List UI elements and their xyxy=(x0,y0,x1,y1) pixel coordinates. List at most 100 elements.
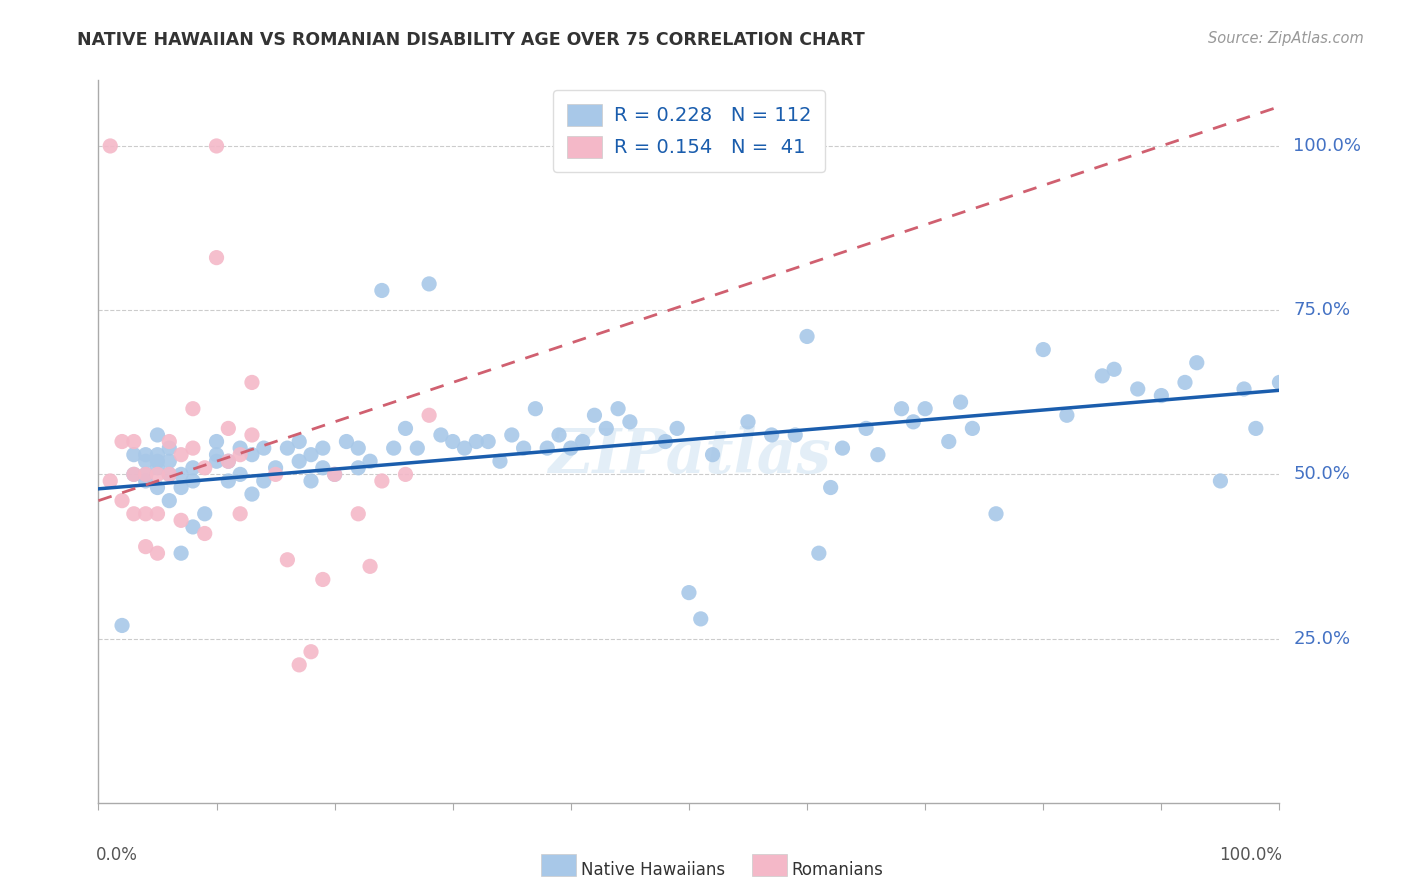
Point xyxy=(536,441,558,455)
Point xyxy=(583,409,606,423)
Point xyxy=(146,507,169,521)
Point xyxy=(949,395,972,409)
Point xyxy=(359,559,381,574)
Point xyxy=(619,415,641,429)
Point xyxy=(394,421,416,435)
Text: 0.0%: 0.0% xyxy=(96,847,138,864)
Point xyxy=(394,467,416,482)
Point xyxy=(1209,474,1232,488)
Point xyxy=(785,428,807,442)
Point xyxy=(962,421,984,435)
Point xyxy=(820,481,842,495)
Point xyxy=(194,460,217,475)
Point xyxy=(938,434,960,449)
Point xyxy=(146,448,169,462)
Point xyxy=(347,460,370,475)
Point xyxy=(1091,368,1114,383)
Point xyxy=(194,507,217,521)
Point xyxy=(181,441,204,455)
Point xyxy=(807,546,830,560)
Point xyxy=(157,441,180,455)
Point xyxy=(146,481,169,495)
Point xyxy=(666,421,689,435)
Point xyxy=(359,454,381,468)
Point xyxy=(288,657,311,672)
Point xyxy=(135,467,157,482)
Point xyxy=(157,467,180,482)
Point xyxy=(1032,343,1054,357)
Point xyxy=(122,467,145,482)
Point xyxy=(181,520,204,534)
Point xyxy=(170,467,193,482)
Text: 50.0%: 50.0% xyxy=(1294,466,1350,483)
Point xyxy=(205,448,228,462)
Text: 75.0%: 75.0% xyxy=(1294,301,1351,319)
Text: Native Hawaiians: Native Hawaiians xyxy=(581,861,725,879)
Point xyxy=(170,448,193,462)
Point xyxy=(1102,362,1125,376)
Point xyxy=(229,467,252,482)
Point xyxy=(371,284,394,298)
Point xyxy=(122,467,145,482)
Point xyxy=(135,448,157,462)
Text: Romanians: Romanians xyxy=(792,861,883,879)
Point xyxy=(205,454,228,468)
Point xyxy=(796,329,818,343)
Point xyxy=(111,493,134,508)
Point xyxy=(135,540,157,554)
Point xyxy=(1233,382,1256,396)
Point xyxy=(181,401,204,416)
Point xyxy=(170,546,193,560)
Point xyxy=(430,428,453,442)
Point xyxy=(1150,388,1173,402)
Point xyxy=(678,585,700,599)
Point xyxy=(205,434,228,449)
Point xyxy=(418,409,440,423)
Point xyxy=(347,441,370,455)
Point xyxy=(560,441,582,455)
Point xyxy=(1185,356,1208,370)
Point xyxy=(299,474,322,488)
Point xyxy=(866,448,889,462)
Point xyxy=(122,434,145,449)
Text: ZIPatlas: ZIPatlas xyxy=(547,426,831,486)
Point xyxy=(453,441,475,455)
Point xyxy=(276,553,298,567)
Point xyxy=(702,448,724,462)
Point xyxy=(240,376,263,390)
Point xyxy=(253,474,276,488)
Text: 25.0%: 25.0% xyxy=(1294,630,1351,648)
Point xyxy=(890,401,912,416)
Point xyxy=(595,421,617,435)
Point xyxy=(170,513,193,527)
Point xyxy=(194,526,217,541)
Point xyxy=(288,434,311,449)
Point xyxy=(229,441,252,455)
Point xyxy=(312,441,335,455)
Point xyxy=(312,573,335,587)
Point xyxy=(914,401,936,416)
Point xyxy=(135,507,157,521)
Point xyxy=(689,612,711,626)
Point xyxy=(312,460,335,475)
Text: Source: ZipAtlas.com: Source: ZipAtlas.com xyxy=(1208,31,1364,46)
Point xyxy=(855,421,877,435)
Point xyxy=(418,277,440,291)
Point xyxy=(524,401,547,416)
Point xyxy=(240,487,263,501)
Text: 100.0%: 100.0% xyxy=(1294,137,1361,155)
Point xyxy=(98,474,121,488)
Point xyxy=(1126,382,1149,396)
Point xyxy=(571,434,593,449)
Point xyxy=(205,139,228,153)
Point xyxy=(229,448,252,462)
Point xyxy=(146,460,169,475)
Point xyxy=(181,460,204,475)
Legend: R = 0.228   N = 112, R = 0.154   N =  41: R = 0.228 N = 112, R = 0.154 N = 41 xyxy=(553,90,825,172)
Point xyxy=(229,507,252,521)
Text: 100.0%: 100.0% xyxy=(1219,847,1282,864)
Point xyxy=(146,454,169,468)
Point xyxy=(654,434,676,449)
Point xyxy=(299,645,322,659)
Point xyxy=(607,401,630,416)
